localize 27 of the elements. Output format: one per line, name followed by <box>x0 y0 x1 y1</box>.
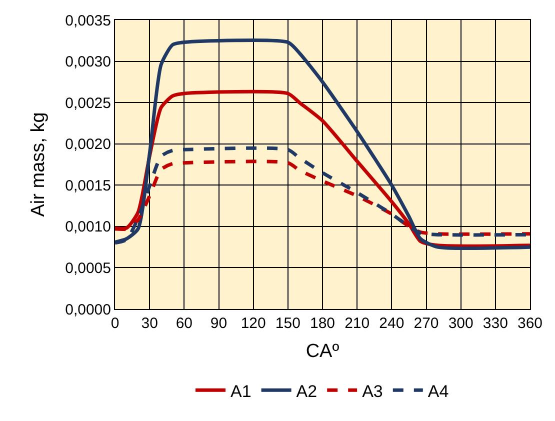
x-tick-label: 0 <box>110 315 120 332</box>
x-tick-label: 300 <box>448 315 474 332</box>
y-tick-label: 0,0035 <box>65 12 111 30</box>
legend-label: A3 <box>362 382 383 401</box>
legend-label: A4 <box>428 382 449 401</box>
legend-label: A2 <box>296 382 318 401</box>
x-tick-label: 150 <box>275 315 300 332</box>
legend-label: A1 <box>230 382 252 401</box>
y-tick-label: 0,0030 <box>65 54 111 71</box>
x-tick-label: 330 <box>482 315 508 332</box>
x-tick-label: 240 <box>379 315 404 332</box>
x-tick-label: 120 <box>240 315 266 332</box>
x-tick-label: 60 <box>176 315 193 332</box>
x-tick-label: 30 <box>141 315 158 332</box>
y-tick-label: 0,0020 <box>65 136 111 154</box>
x-tick-label: 360 <box>517 315 543 332</box>
x-tick-label: 180 <box>310 315 336 332</box>
x-axis-title: CAº <box>306 340 340 362</box>
y-axis-title: Air mass, kg <box>28 112 49 217</box>
x-tick-label: 90 <box>210 315 228 332</box>
x-tick-label: 210 <box>344 315 370 332</box>
y-tick-label: 0,0005 <box>65 260 111 277</box>
y-tick-label: 0,0010 <box>65 218 111 236</box>
y-tick-label: 0,0015 <box>65 177 111 194</box>
x-tick-label: 270 <box>414 315 439 332</box>
y-tick-label: 0,0025 <box>65 94 111 112</box>
y-tick-label: 0,0000 <box>65 301 111 318</box>
